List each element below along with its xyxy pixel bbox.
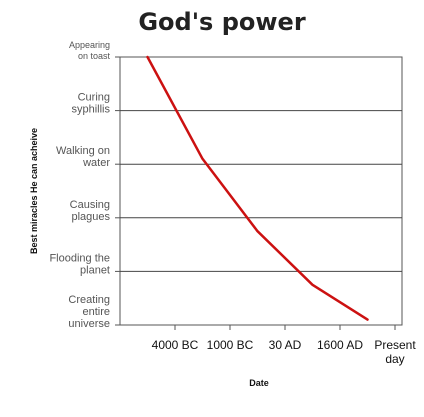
- x-tick-label: Present day: [374, 338, 416, 366]
- x-axis-ticks: 4000 BC 1000 BC 30 AD 1600 AD Present day: [152, 325, 416, 366]
- y-tick-label: Creating entire universe: [68, 294, 110, 330]
- x-tick-label: 1600 AD: [317, 338, 363, 352]
- series-line-0: [146, 55, 369, 321]
- x-axis-label: Date: [249, 378, 269, 388]
- grid-lines: [120, 110, 402, 272]
- y-tick-label: Walking on water: [56, 145, 110, 169]
- y-tick-label: Causing plagues: [70, 199, 111, 223]
- plot-area: [119, 56, 403, 326]
- y-axis-label: Best miracles He can acheive: [29, 128, 39, 254]
- y-tick-label: Curing syphillis: [71, 92, 110, 116]
- x-tick-label: 4000 BC: [152, 338, 199, 352]
- y-tick-label: Appearing on toast: [69, 40, 111, 61]
- y-tick-label: Flooding the planet: [49, 252, 110, 276]
- series-layer: [146, 55, 369, 321]
- x-tick-label: 1000 BC: [207, 338, 254, 352]
- chart-title: God's power: [138, 8, 305, 36]
- y-axis-ticks: Creating entire universe Flooding the planet…: [49, 40, 120, 330]
- x-tick-label: 30 AD: [269, 338, 302, 352]
